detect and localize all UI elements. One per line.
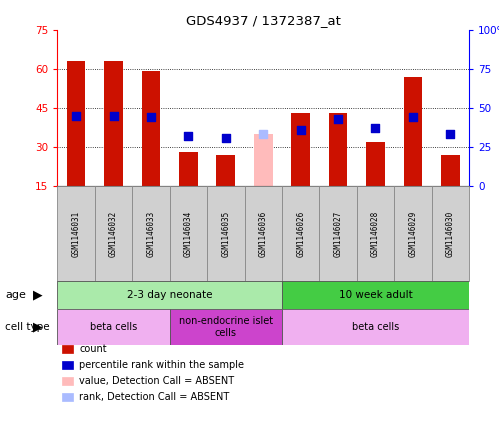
- Bar: [132, 186, 170, 281]
- Bar: [245, 186, 282, 281]
- Bar: [329, 113, 347, 186]
- Bar: [394, 186, 432, 281]
- Bar: [366, 142, 385, 186]
- Bar: [104, 61, 123, 186]
- Bar: [57, 281, 282, 309]
- Text: ▶: ▶: [32, 320, 42, 333]
- Text: ▶: ▶: [32, 288, 42, 302]
- Bar: [207, 186, 245, 281]
- Bar: [432, 186, 469, 281]
- Bar: [95, 186, 132, 281]
- Text: rank, Detection Call = ABSENT: rank, Detection Call = ABSENT: [79, 392, 230, 402]
- Text: GSM1146027: GSM1146027: [333, 211, 343, 257]
- Bar: [179, 152, 198, 186]
- Text: beta cells: beta cells: [352, 322, 399, 332]
- Text: GSM1146034: GSM1146034: [184, 211, 193, 257]
- Point: [109, 112, 118, 119]
- Text: GSM1146028: GSM1146028: [371, 211, 380, 257]
- Text: GSM1146033: GSM1146033: [146, 211, 156, 257]
- Text: 10 week adult: 10 week adult: [339, 290, 412, 300]
- Bar: [282, 309, 469, 345]
- Bar: [404, 77, 422, 186]
- Bar: [357, 186, 394, 281]
- Text: GSM1146031: GSM1146031: [71, 211, 81, 257]
- Text: 2-3 day neonate: 2-3 day neonate: [127, 290, 213, 300]
- Text: count: count: [79, 344, 107, 354]
- Point: [334, 115, 342, 122]
- Text: GSM1146029: GSM1146029: [408, 211, 418, 257]
- Text: non-endocrine islet
cells: non-endocrine islet cells: [179, 316, 273, 338]
- Point: [409, 114, 417, 121]
- Text: value, Detection Call = ABSENT: value, Detection Call = ABSENT: [79, 376, 235, 386]
- Point: [296, 126, 304, 133]
- Text: GSM1146030: GSM1146030: [446, 211, 455, 257]
- Text: GSM1146026: GSM1146026: [296, 211, 305, 257]
- Text: GSM1146035: GSM1146035: [221, 211, 231, 257]
- Point: [147, 114, 155, 121]
- Title: GDS4937 / 1372387_at: GDS4937 / 1372387_at: [186, 14, 341, 27]
- Text: GSM1146032: GSM1146032: [109, 211, 118, 257]
- Bar: [67, 61, 85, 186]
- Bar: [291, 113, 310, 186]
- Point: [222, 134, 230, 141]
- Bar: [217, 155, 235, 186]
- Bar: [441, 155, 460, 186]
- Text: percentile rank within the sample: percentile rank within the sample: [79, 360, 245, 370]
- Bar: [57, 309, 170, 345]
- Point: [446, 131, 454, 138]
- Bar: [57, 186, 95, 281]
- Text: cell type: cell type: [5, 322, 49, 332]
- Point: [72, 112, 80, 119]
- Bar: [319, 186, 357, 281]
- Text: age: age: [5, 290, 26, 300]
- Bar: [170, 309, 282, 345]
- Point: [259, 131, 267, 138]
- Point: [184, 133, 192, 140]
- Bar: [282, 186, 319, 281]
- Bar: [282, 281, 469, 309]
- Point: [371, 125, 379, 132]
- Bar: [254, 134, 272, 186]
- Bar: [142, 71, 160, 186]
- Text: GSM1146036: GSM1146036: [258, 211, 268, 257]
- Bar: [170, 186, 207, 281]
- Text: beta cells: beta cells: [90, 322, 137, 332]
